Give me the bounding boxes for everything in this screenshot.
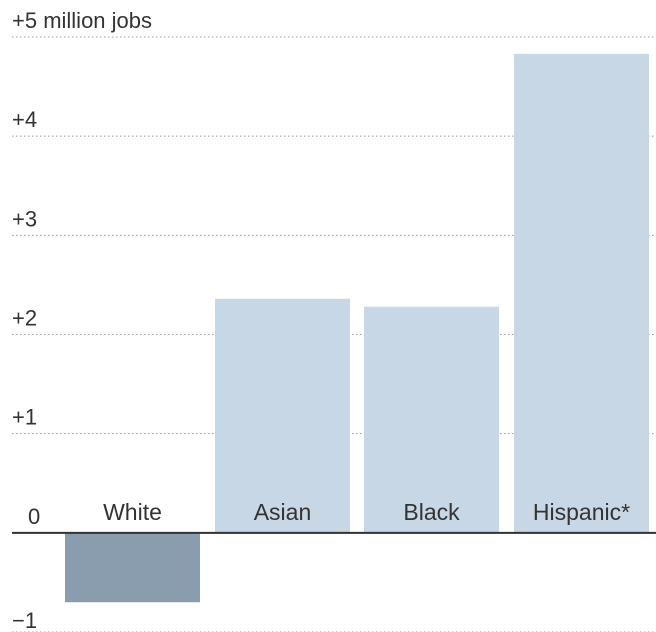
bar-white [65, 532, 200, 603]
y-tick-label-4: +1 [12, 405, 37, 430]
y-tick-label-1: +4 [12, 107, 37, 132]
bar-black [364, 306, 499, 533]
category-label-black: Black [403, 499, 460, 525]
category-labels: White Asian Black Hispanic* [103, 499, 630, 525]
bar-hispanic [514, 53, 649, 533]
y-tick-label-3: +2 [12, 306, 37, 331]
y-tick-label-2: +3 [12, 206, 37, 231]
y-tick-label-6: −1 [12, 608, 37, 632]
category-label-hispanic: Hispanic* [533, 499, 630, 525]
bars [65, 53, 649, 603]
bar-asian [215, 298, 350, 533]
y-tick-label-5: 0 [28, 504, 40, 529]
y-axis-ticks: +5 million jobs +4 +3 +2 +1 0 −1 [12, 8, 152, 632]
category-label-asian: Asian [254, 499, 312, 525]
category-label-white: White [103, 499, 162, 525]
y-tick-label-0: +5 million jobs [12, 8, 152, 33]
